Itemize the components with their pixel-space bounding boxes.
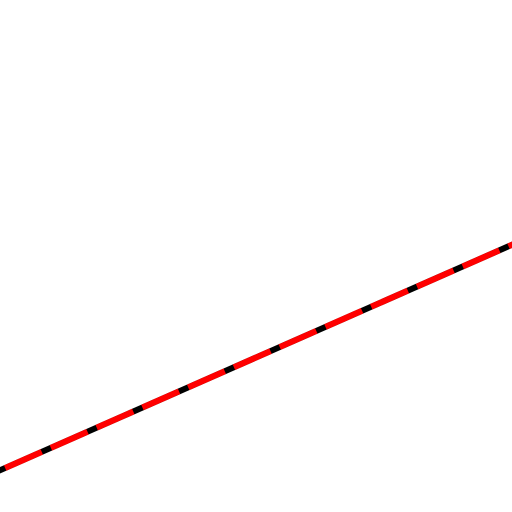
line-dash-overlay (0, 241, 512, 474)
